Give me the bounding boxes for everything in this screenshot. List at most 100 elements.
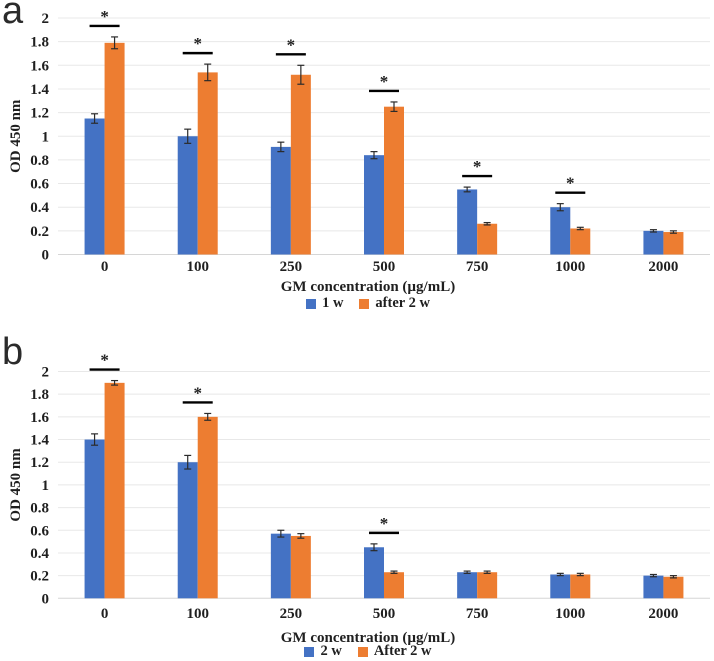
- bar-series-1: [270, 146, 291, 255]
- error-bar: [277, 529, 285, 538]
- error-bar: [297, 64, 305, 85]
- y-tick-label: 0.2: [30, 569, 49, 585]
- bar-series-2: [290, 74, 311, 255]
- chart-panel-b: b 0 0.2 0.4 0.6 0.8 1 1.2 1.4 1.6 1.8 2 * 0 * 100 250 * 5…: [0, 330, 714, 661]
- y-tick-label: 2: [42, 365, 50, 381]
- y-tick-label: 1: [42, 129, 50, 145]
- y-tick-label: 1: [42, 478, 50, 494]
- bar-chart-b: 0 0.2 0.4 0.6 0.8 1 1.2 1.4 1.6 1.8 2 * 0 * 100 250 * 500…: [8, 351, 710, 622]
- bar-series-1: [270, 533, 291, 599]
- bar-series-1: [457, 572, 478, 599]
- error-bar: [483, 570, 491, 574]
- error-bar: [204, 63, 212, 82]
- error-bar: [556, 572, 564, 577]
- significance-asterisk: *: [100, 7, 109, 26]
- x-category-label: 0: [101, 259, 109, 275]
- bar-series-2: [384, 106, 404, 255]
- y-tick-label: 2: [42, 11, 50, 27]
- error-bar: [576, 572, 584, 577]
- significance-asterisk: *: [287, 35, 296, 54]
- legend-item-2: After 2 w: [357, 643, 432, 660]
- bar-chart-a: 0 0.2 0.4 0.6 0.8 1 1.2 1.4 1.6 1.8 2 * 0 * 100 * 250 * 50…: [8, 7, 710, 275]
- y-tick-label: 1.8: [30, 35, 49, 51]
- legend-label: after 2 w: [375, 295, 430, 311]
- bar-series-2: [384, 572, 404, 599]
- error-bar: [649, 573, 657, 578]
- y-tick-label: 1.8: [30, 387, 49, 403]
- bar-series-2: [663, 232, 684, 255]
- y-tick-label: 0.8: [30, 153, 49, 169]
- x-category-label: 1000: [555, 606, 585, 622]
- y-tick-label: 0.4: [30, 546, 49, 562]
- error-bar: [204, 412, 212, 421]
- error-bar: [91, 113, 99, 124]
- x-category-label: 750: [466, 606, 489, 622]
- legend-label: After 2 w: [373, 643, 432, 659]
- bar-series-1: [457, 189, 478, 255]
- y-tick-label: 0.6: [30, 177, 49, 193]
- bar-series-2: [477, 572, 498, 599]
- error-bar: [576, 226, 584, 231]
- bar-series-2: [104, 42, 125, 255]
- bar-series-1: [364, 547, 384, 599]
- bar-series-1: [84, 118, 105, 255]
- significance-asterisk: *: [193, 383, 202, 402]
- bar-series-2: [104, 382, 125, 599]
- x-category-label: 750: [466, 259, 489, 275]
- error-bar: [111, 379, 119, 386]
- x-category-label: 1000: [555, 259, 585, 275]
- bar-series-1: [643, 230, 664, 255]
- error-bar: [111, 36, 119, 50]
- bar-series-1: [177, 136, 198, 255]
- y-axis-title: OD 450 nm: [8, 448, 24, 522]
- x-category-label: 500: [373, 606, 396, 622]
- bar-series-1: [84, 439, 105, 599]
- error-bar: [669, 230, 677, 234]
- significance-asterisk: *: [566, 174, 575, 193]
- x-axis-title-b: GM concentration (µg/mL): [280, 630, 456, 646]
- y-tick-label: 1.6: [30, 58, 49, 74]
- panel-label-a: a: [2, 0, 24, 32]
- error-bar: [390, 570, 398, 574]
- y-tick-label: 1.6: [30, 410, 49, 426]
- error-bar: [483, 221, 491, 226]
- error-bar: [370, 543, 378, 552]
- legend-a: 1 w after 2 w: [58, 295, 678, 312]
- significance-asterisk: *: [100, 351, 109, 370]
- bar-series-2: [197, 416, 218, 599]
- y-tick-label: 0: [42, 591, 50, 607]
- x-category-label: 250: [280, 259, 303, 275]
- error-bar: [91, 433, 99, 446]
- y-tick-label: 0.6: [30, 523, 49, 539]
- bar-series-1: [550, 207, 571, 255]
- bar-series-1: [643, 575, 664, 599]
- bar-series-2: [197, 72, 218, 255]
- error-bar: [184, 128, 192, 144]
- legend-b: 2 w After 2 w: [58, 643, 678, 660]
- error-bar: [277, 141, 285, 153]
- error-bar: [556, 203, 564, 212]
- x-axis-title-a: GM concentration (µg/mL): [280, 279, 456, 295]
- legend-item-2: after 2 w: [359, 295, 430, 312]
- y-tick-label: 1.2: [30, 455, 49, 471]
- error-bar: [370, 151, 378, 160]
- significance-asterisk: *: [193, 34, 202, 53]
- error-bar: [463, 570, 471, 574]
- x-category-label: 2000: [648, 606, 678, 622]
- significance-asterisk: *: [380, 72, 389, 91]
- error-bar: [669, 575, 677, 579]
- x-category-label: 100: [186, 606, 209, 622]
- bar-series-2: [663, 576, 684, 599]
- x-category-label: 250: [280, 606, 303, 622]
- panel-label-b: b: [2, 331, 24, 373]
- x-category-label: 100: [186, 259, 209, 275]
- y-tick-label: 0.8: [30, 501, 49, 517]
- error-bar: [649, 229, 657, 233]
- bar-series-2: [477, 223, 498, 255]
- legend-item-1: 2 w: [304, 643, 342, 660]
- error-bar: [297, 533, 305, 539]
- legend-swatch: [306, 298, 317, 309]
- significance-asterisk: *: [380, 514, 389, 533]
- y-tick-label: 1.4: [30, 433, 49, 449]
